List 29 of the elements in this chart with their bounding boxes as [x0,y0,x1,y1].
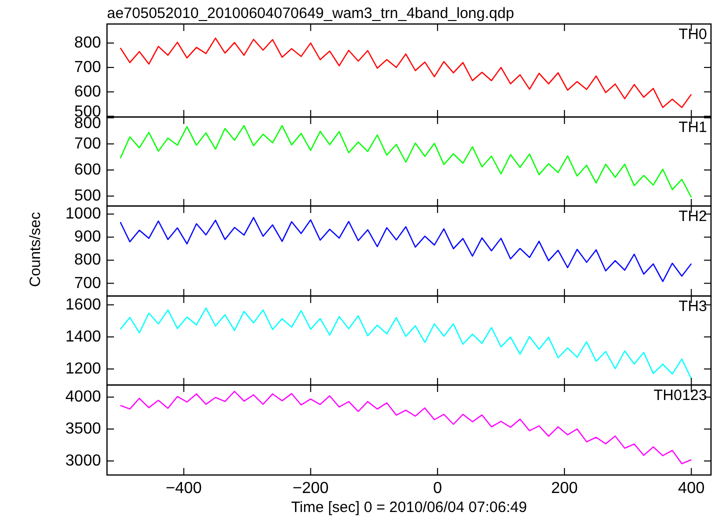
x-tick-label: −400 [166,480,202,497]
x-tick-label: 400 [678,480,705,497]
y-tick-label: 1400 [65,328,102,346]
y-tick-label: 700 [74,58,102,76]
text: TH0 [678,26,707,43]
x-tick-label: −200 [292,480,329,497]
chart-title: ae705052010_20100604070649_wam3_trn_4band_long.qdp [107,5,514,22]
y-tick-label: 1200 [65,360,102,378]
y-tick-label: 4000 [65,388,102,406]
y-tick-label: 700 [74,274,102,292]
text: TH0123 [654,387,707,404]
x-tick-label: 0 [433,480,442,497]
y-tick-label: 800 [74,252,102,269]
y-tick-label: 700 [74,135,102,152]
text: TH2 [678,208,707,225]
y-axis-title: Counts/sec [27,211,44,288]
y-tick-label: 1600 [65,296,102,314]
x-axis-title: Time [sec] 0 = 2010/06/04 07:06:49 [291,499,527,516]
y-tick-label: 1000 [65,206,102,223]
y-tick-label: 3500 [65,420,102,438]
text: TH3 [678,298,707,315]
text: TH1 [678,119,707,136]
y-tick-label: 800 [74,34,102,52]
x-tick-label: 200 [551,480,578,497]
y-tick-label: 900 [74,228,102,246]
y-tick-label: 500 [74,188,102,205]
y-tick-label: 3000 [65,452,102,470]
y-tick-label: 600 [74,83,102,100]
y-tick-label: 600 [74,161,102,178]
